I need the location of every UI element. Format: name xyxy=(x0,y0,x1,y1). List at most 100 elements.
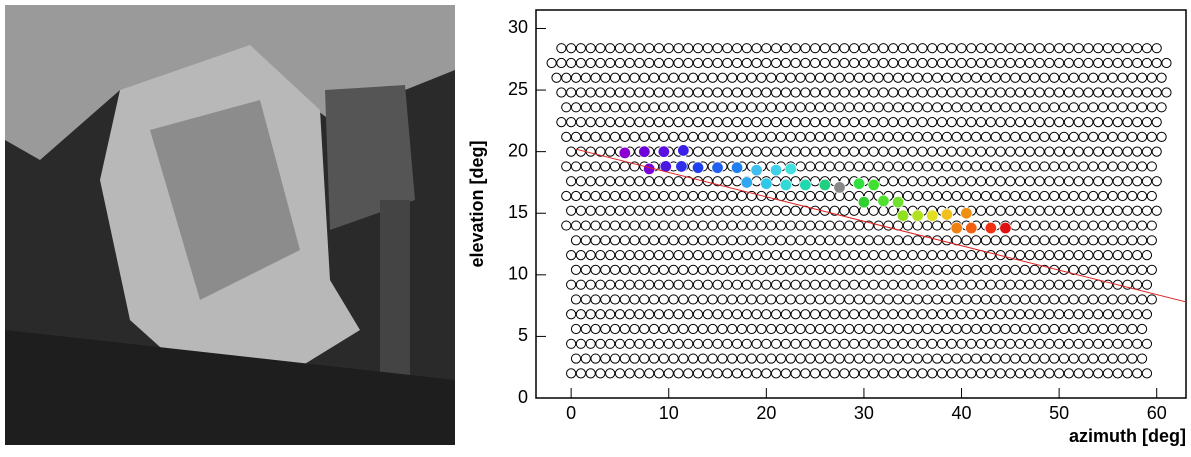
camera-pixel xyxy=(790,250,801,261)
camera-pixel xyxy=(790,57,801,69)
camera-pixel xyxy=(590,102,601,113)
camera-pixel xyxy=(858,146,870,157)
camera-pixel xyxy=(609,72,621,83)
camera-pixel xyxy=(951,353,962,364)
y-tick-label: 30 xyxy=(508,17,528,37)
camera-pixel xyxy=(634,309,645,320)
camera-pixel xyxy=(1014,368,1026,379)
camera-pixel xyxy=(1097,264,1109,275)
camera-pixel xyxy=(1097,353,1109,364)
camera-pixel xyxy=(1127,264,1138,275)
camera-pixel xyxy=(727,353,738,364)
camera-pixel xyxy=(673,309,684,320)
camera-pixel xyxy=(1156,72,1167,83)
camera-pixel xyxy=(619,294,630,305)
camera-pixel xyxy=(692,338,704,349)
camera-pixel xyxy=(902,353,913,364)
camera-pixel xyxy=(829,116,840,128)
hit-pixel xyxy=(960,207,973,220)
camera-pixel xyxy=(546,57,557,69)
camera-pixel xyxy=(956,250,967,261)
camera-pixel xyxy=(927,309,938,320)
camera-pixel xyxy=(956,43,967,54)
camera-pixel xyxy=(712,205,723,216)
camera-pixel xyxy=(1102,146,1114,157)
camera-pixel xyxy=(741,57,752,69)
camera-pixel xyxy=(717,131,728,142)
camera-pixel xyxy=(707,131,718,142)
camera-pixel xyxy=(717,72,728,83)
camera-pixel xyxy=(956,146,967,157)
camera-pixel xyxy=(575,43,586,54)
camera-pixel xyxy=(1024,116,1035,128)
camera-pixel xyxy=(800,146,811,157)
camera-pixel xyxy=(751,309,762,320)
camera-pixel xyxy=(688,131,699,142)
camera-pixel xyxy=(731,176,743,187)
camera-pixel xyxy=(1093,338,1104,349)
camera-pixel xyxy=(1005,250,1016,261)
camera-pixel xyxy=(717,353,728,364)
camera-pixel xyxy=(736,235,748,246)
camera-pixel xyxy=(927,279,938,290)
hit-pixel xyxy=(740,176,754,189)
camera-pixel xyxy=(795,294,806,305)
camera-pixel xyxy=(595,146,606,157)
camera-pixel xyxy=(1088,220,1099,231)
camera-pixel xyxy=(1141,146,1153,157)
camera-pixel xyxy=(1102,309,1114,320)
camera-pixel xyxy=(619,72,630,83)
camera-pixel xyxy=(1049,220,1060,231)
hit-pixel xyxy=(691,161,705,174)
camera-pixel xyxy=(878,250,889,261)
camera-pixel xyxy=(814,72,826,83)
camera-pixel xyxy=(683,87,694,98)
camera-pixel xyxy=(766,102,777,113)
camera-pixel xyxy=(1127,161,1138,172)
camera-pixel xyxy=(912,72,923,83)
hit-pixel xyxy=(677,144,690,157)
camera-pixel xyxy=(1078,294,1089,305)
camera-pixel xyxy=(570,161,582,172)
camera-pixel xyxy=(688,294,699,305)
camera-pixel xyxy=(819,116,830,128)
camera-pixel xyxy=(995,250,1006,261)
camera-pixel xyxy=(1068,323,1079,335)
camera-pixel xyxy=(1112,57,1123,69)
camera-pixel xyxy=(639,264,650,275)
camera-pixel xyxy=(966,87,977,98)
camera-pixel xyxy=(980,294,992,305)
camera-pixel xyxy=(936,368,948,379)
camera-pixel xyxy=(858,279,870,290)
camera-pixel xyxy=(770,57,782,69)
camera-pixel xyxy=(605,43,616,54)
camera-pixel xyxy=(985,250,996,261)
camera-pixel xyxy=(561,102,572,113)
camera-pixel xyxy=(639,235,650,246)
camera-pixel xyxy=(819,279,830,290)
camera-pixel xyxy=(1019,294,1031,305)
camera-pixel xyxy=(844,72,855,83)
camera-pixel xyxy=(1093,57,1104,69)
camera-pixel xyxy=(1083,309,1094,320)
camera-pixel xyxy=(1117,220,1128,231)
camera-pixel xyxy=(941,323,952,335)
camera-pixel xyxy=(946,279,957,290)
camera-pixel xyxy=(1117,161,1128,172)
camera-pixel xyxy=(614,116,626,128)
camera-pixel xyxy=(824,102,835,113)
camera-pixel xyxy=(1000,131,1011,142)
camera-pixel xyxy=(927,368,938,379)
camera-pixel xyxy=(985,57,996,69)
camera-pixel xyxy=(1132,279,1143,290)
camera-pixel xyxy=(605,250,616,261)
camera-pixel xyxy=(790,309,801,320)
camera-pixel xyxy=(1000,102,1011,113)
camera-pixel xyxy=(1107,161,1118,172)
camera-pixel xyxy=(927,250,938,261)
camera-pixel xyxy=(966,116,977,128)
camera-pixel xyxy=(1005,87,1016,98)
camera-pixel xyxy=(858,368,870,379)
camera-pixel xyxy=(941,264,952,275)
camera-pixel xyxy=(849,279,860,290)
